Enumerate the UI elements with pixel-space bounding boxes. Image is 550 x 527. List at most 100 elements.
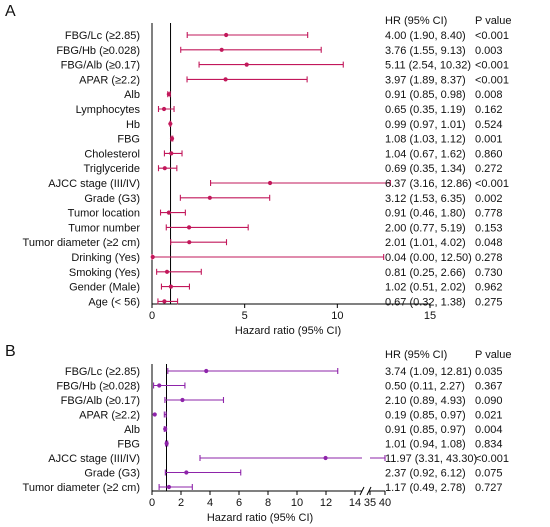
row-label: Grade (G3) [84,468,140,480]
p-value: 0.003 [475,45,503,57]
x-tick-label: 10 [331,310,343,322]
row-label: FBG [117,134,140,146]
p-value: 0.730 [475,267,503,279]
p-value: 0.153 [475,222,503,234]
p-value: 0.002 [475,193,503,205]
x-tick-label: 12 [320,497,332,509]
row-label: Alb [124,424,140,436]
header-p-value: P value [475,349,512,361]
x-axis-label: Hazard ratio (95% CI) [207,512,313,524]
hr-ci-text: 11.97 (3.31, 43.30) [385,453,477,465]
p-value: 0.727 [475,482,503,494]
x-tick-label: 15 [424,310,436,322]
hr-ci-text: 1.17 (0.49, 2.78) [385,482,466,494]
hr-point [168,284,174,289]
x-tick-label: 5 [242,310,248,322]
hr-point [169,151,174,156]
ci-break-gap [362,454,370,462]
hr-ci-text: 2.00 (0.77, 5.19) [385,222,466,234]
x-tick-label: 0 [149,310,155,322]
hr-point [164,441,169,446]
hr-point [207,195,212,200]
p-value: 0.860 [475,148,503,160]
row-label: Tumor diameter (≥2 cm) [23,237,140,249]
p-value: 0.075 [475,468,503,480]
x-tick-label: 40 [379,497,391,509]
row-label: Age (< 56) [88,296,140,308]
hr-ci-text: 0.91 (0.85, 0.97) [385,424,466,436]
panel-a: A HR (95% CI) P value 0 5 10 15 Hazard ratio (9… [5,3,512,337]
p-value: 0.834 [475,439,503,451]
p-value: 0.278 [475,252,503,264]
p-value: 0.001 [475,134,503,146]
hr-point [244,62,249,67]
hr-point [223,77,228,82]
x-tick-label: 4 [207,497,213,509]
x-tick-label: 6 [236,497,242,509]
hr-point [186,225,192,230]
hr-point [162,166,167,171]
hr-ci-text: 0.67 (0.32, 1.38) [385,296,466,308]
axis-break-mark [359,486,365,496]
p-value: 0.004 [475,424,503,436]
x-axis-label: Hazard ratio (95% CI) [235,325,341,337]
hr-point [224,32,229,38]
hr-point [184,470,189,475]
row-label: AJCC stage (III/IV) [48,453,140,465]
row-label: Cholesterol [84,148,140,160]
hr-ci-text: 2.10 (0.89, 4.93) [385,395,466,407]
p-value: 0.162 [475,104,503,116]
p-value: 0.524 [475,119,503,131]
hr-ci-text: 1.02 (0.51, 2.02) [385,282,466,294]
x-tick-label: 35 [364,497,376,509]
hr-ci-text: 0.99 (0.97, 1.01) [385,119,466,131]
p-value: 0.048 [475,237,503,249]
hr-point [164,269,170,274]
row-label: Hb [126,119,140,131]
axis-break-mark [366,486,372,496]
row-label: FBG/Hb (≥0.028) [56,381,140,393]
hr-ci-text: 6.37 (3.16, 12.86) [385,178,472,190]
row-label: Drinking (Yes) [71,252,140,264]
p-value: 0.090 [475,395,503,407]
row-label: Grade (G3) [84,193,140,205]
hr-point [187,240,192,245]
p-value: <0.001 [475,453,509,465]
p-value: <0.001 [475,60,509,72]
panel-label: A [5,3,16,20]
hr-ci-text: 3.74 (1.09, 12.81) [385,366,472,378]
hr-point [162,299,167,304]
x-tick-label: 10 [291,497,303,509]
x-tick-label: 14 [349,497,361,509]
hr-point [166,92,171,97]
row-label: AJCC stage (III/IV) [48,178,140,190]
hr-point [169,136,175,141]
header-hr: HR (95% CI) [385,349,447,361]
row-label: FBG/Alb (≥0.17) [61,60,140,72]
hr-ci-text: 0.69 (0.35, 1.34) [385,163,466,175]
hr-ci-text: 0.50 (0.11, 2.27) [385,381,465,393]
row-label: FBG [117,439,140,451]
hr-ci-text: 3.12 (1.53, 6.35) [385,193,466,205]
p-value: <0.001 [475,74,509,86]
p-value: 0.035 [475,366,503,378]
hr-ci-text: 4.00 (1.90, 8.40) [385,30,466,42]
header-p-value: P value [475,15,512,27]
row-label: Tumor diameter (≥2 cm) [23,482,140,494]
hr-ci-text: 2.37 (0.92, 6.12) [385,468,466,480]
hr-ci-text: 0.81 (0.25, 2.66) [385,267,466,279]
hr-point [166,484,172,490]
hr-point [219,47,224,52]
row-label: FBG/Alb (≥0.17) [61,395,140,407]
hr-ci-text: 0.65 (0.35, 1.19) [385,104,466,116]
p-value: <0.001 [475,30,509,42]
hr-point [150,254,155,260]
row-label: Alb [124,89,140,101]
row-label: APAR (≥2.2) [79,410,140,422]
hr-ci-text: 0.19 (0.85, 0.97) [385,410,466,422]
hr-point [323,455,328,461]
row-label: FBG/Hb (≥0.028) [56,45,140,57]
hr-ci-text: 0.04 (0.00, 12.50) [385,252,472,264]
hr-point [152,412,157,417]
